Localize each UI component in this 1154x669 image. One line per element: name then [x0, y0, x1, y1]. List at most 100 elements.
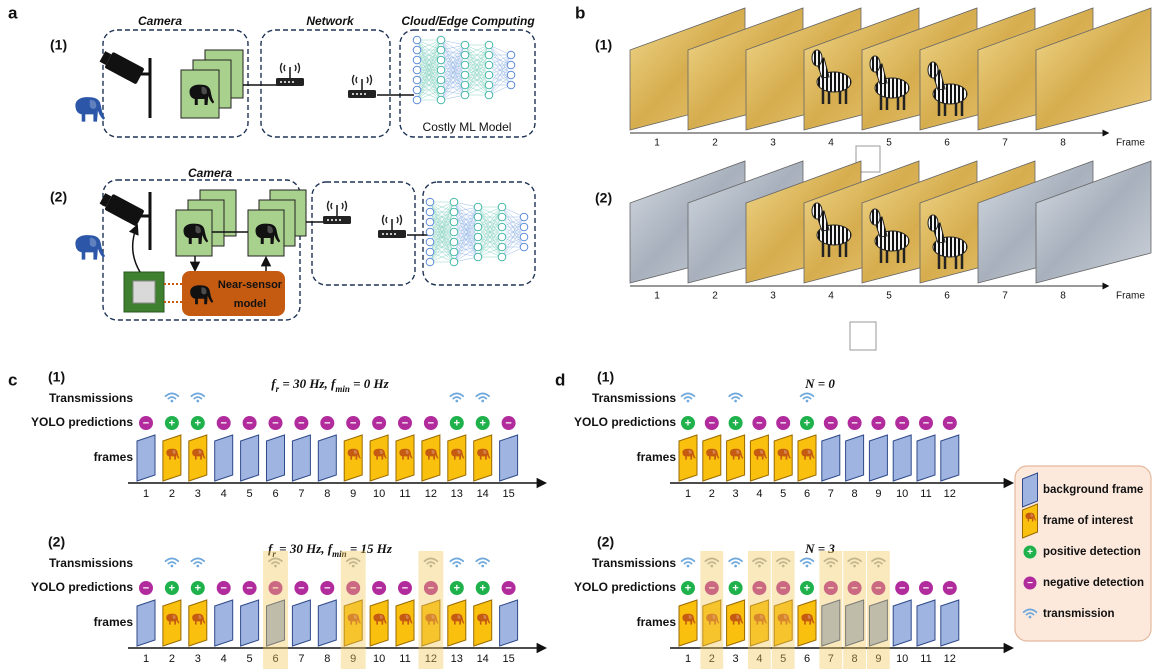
nn-node: [450, 258, 458, 266]
legend-symbol: −: [1027, 578, 1033, 589]
nn-node: [450, 208, 458, 216]
frame-column: −4: [748, 551, 771, 669]
frame-number: 1: [685, 653, 691, 665]
frame-number: 11: [920, 653, 931, 665]
transmission-icon: [450, 393, 463, 402]
frame-number: 1: [143, 488, 149, 500]
prediction-symbol: +: [454, 417, 460, 429]
nn-node: [498, 243, 506, 251]
camera-icon: [104, 194, 144, 227]
nn-node: [474, 233, 482, 241]
frame: [869, 435, 887, 481]
nn-node: [426, 198, 434, 206]
nn-node: [437, 36, 445, 44]
frame-number: 4: [221, 488, 227, 500]
legend-label: positive detection: [1043, 546, 1141, 558]
zebra-head: [812, 50, 822, 66]
frame-number: 7: [1002, 291, 1008, 302]
nn-node: [507, 71, 515, 79]
prediction-symbol: −: [923, 582, 929, 594]
prediction-symbol: −: [298, 417, 304, 429]
prediction-symbol: −: [947, 582, 953, 594]
frame-column: −5: [772, 551, 795, 669]
frame-column: −2: [703, 416, 721, 500]
legend-label: frame of interest: [1043, 515, 1133, 527]
prediction-symbol: −: [709, 417, 715, 429]
frame-number: 10: [373, 653, 385, 665]
model-label: Costly ML Model: [423, 120, 512, 134]
frame: [215, 435, 233, 481]
frame-number: 5: [886, 291, 892, 302]
prediction-symbol: +: [169, 582, 175, 594]
frame-number: 15: [502, 488, 514, 500]
frame-number: 12: [425, 488, 437, 500]
transmission-icon: [476, 393, 489, 402]
nn-node: [498, 203, 506, 211]
zebra-head: [928, 215, 938, 231]
row-label: (2): [48, 534, 65, 550]
frame-column: −8: [318, 581, 336, 665]
highlight: [748, 551, 771, 669]
nn-node: [461, 41, 469, 49]
frame: [893, 600, 911, 646]
frame: [917, 435, 935, 481]
frame-number: 6: [804, 653, 810, 665]
prediction-symbol: −: [220, 582, 226, 594]
frame-number: 11: [399, 653, 410, 665]
router-icon: [276, 63, 304, 86]
row-name: YOLO predictions: [31, 580, 133, 594]
frame-number: 4: [756, 488, 762, 500]
row-name: Transmissions: [49, 556, 133, 570]
frame-column: +2: [163, 558, 181, 665]
frame-column: +3: [727, 393, 745, 500]
nn-node: [413, 46, 421, 54]
frame-column: −1: [137, 416, 155, 500]
near-sensor-label: Near-sensor: [218, 279, 283, 291]
legend-symbol: +: [1027, 547, 1033, 558]
frame-number: 3: [733, 653, 739, 665]
frame-number: 4: [221, 653, 227, 665]
highlight: [263, 551, 288, 669]
elephant-icon: [75, 235, 105, 259]
frame-number: 6: [944, 138, 950, 149]
frame-column: +3: [727, 558, 745, 665]
row-name: YOLO predictions: [574, 415, 676, 429]
frame-number: 12: [944, 653, 956, 665]
row-name: Transmissions: [49, 391, 133, 405]
nn-node: [461, 91, 469, 99]
prediction-symbol: −: [324, 417, 330, 429]
row-name: Transmissions: [592, 556, 676, 570]
frame-number: 15: [502, 653, 514, 665]
panel-a: a (1) Camera Network Cloud/Edge Computin…: [8, 3, 535, 320]
prediction-symbol: +: [454, 582, 460, 594]
nn-node: [520, 233, 528, 241]
figure: a (1) Camera Network Cloud/Edge Computin…: [0, 0, 1154, 669]
frame-number: 2: [709, 488, 715, 500]
frame-number: 10: [896, 653, 908, 665]
frame-column: +14: [474, 393, 492, 500]
frame-column: +14: [474, 558, 492, 665]
frame-number: 6: [944, 291, 950, 302]
prediction-symbol: +: [479, 582, 485, 594]
row-name: frames: [94, 450, 134, 464]
nn-node: [507, 61, 515, 69]
highlight: [819, 551, 842, 669]
nn-node: [437, 56, 445, 64]
frame-column: −7: [822, 416, 840, 500]
camera-icon: [98, 190, 144, 226]
title-part: min: [335, 384, 350, 394]
row-name: frames: [637, 450, 677, 464]
nn-node: [413, 66, 421, 74]
frame-column: −5: [241, 416, 259, 500]
camera-label: Camera: [138, 14, 182, 28]
nn-node: [450, 228, 458, 236]
nn-node: [485, 41, 493, 49]
nn-node: [426, 258, 434, 266]
nn-node: [426, 248, 434, 256]
frame-number: 7: [828, 488, 834, 500]
prediction-symbol: −: [923, 417, 929, 429]
router-icon: [348, 75, 376, 98]
frame-number: 10: [373, 488, 385, 500]
frame: [318, 435, 336, 481]
frame-number: 1: [654, 138, 660, 149]
